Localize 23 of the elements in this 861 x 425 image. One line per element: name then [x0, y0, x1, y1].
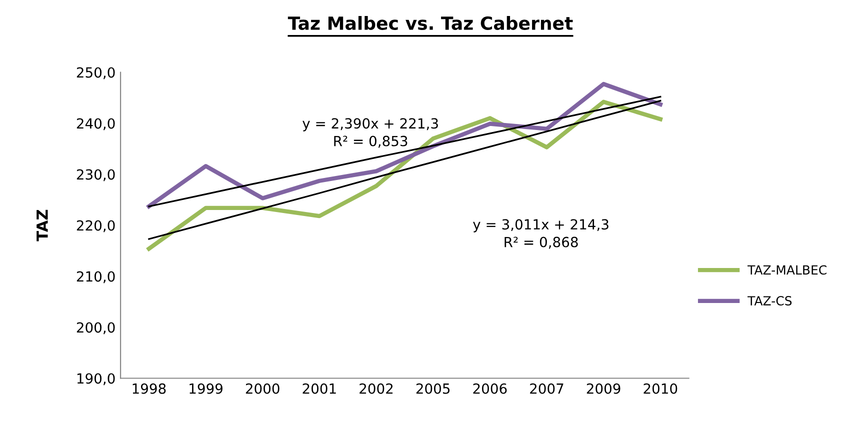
- y-axis-title: TAZ: [36, 210, 48, 242]
- y-tick-label: 240,0: [76, 118, 115, 130]
- x-tick-label: 2007: [530, 383, 564, 394]
- x-tick-label: 1998: [132, 383, 166, 394]
- chart-title: Taz Malbec vs. Taz Cabernet: [288, 16, 573, 30]
- x-tick-label: 2002: [360, 383, 393, 394]
- y-tick-label: 200,0: [76, 322, 115, 334]
- y-tick-label: 220,0: [76, 220, 115, 232]
- annotation: y = 2,390x + 221,3 R² = 0,853: [302, 118, 438, 148]
- legend-label: TAZ-CS: [748, 296, 792, 306]
- x-tick-label: 2001: [302, 383, 336, 394]
- x-tick-label: 2010: [644, 383, 678, 394]
- x-tick-label: 1999: [190, 383, 222, 394]
- x-tick-label: 2005: [416, 383, 450, 394]
- x-tick-label: 2000: [246, 383, 280, 394]
- x-tick-label: 2006: [473, 383, 507, 394]
- y-tick-label: 230,0: [76, 169, 115, 182]
- annotation: y = 3,011x + 214,3 R² = 0,868: [473, 219, 608, 249]
- legend-label: TAZ-MALBEC: [748, 265, 826, 275]
- y-tick-label: 190,0: [77, 373, 115, 386]
- y-tick-label: 210,0: [76, 271, 115, 284]
- x-tick-label: 2009: [586, 383, 620, 394]
- y-tick-label: 250,0: [76, 67, 115, 80]
